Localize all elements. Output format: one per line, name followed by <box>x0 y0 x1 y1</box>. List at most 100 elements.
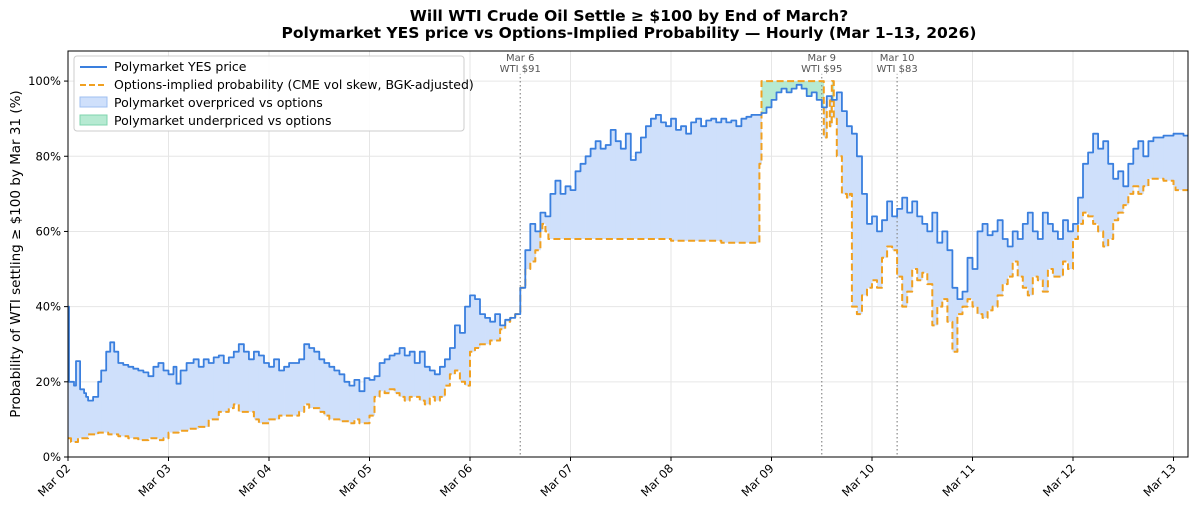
overpriced-band <box>882 220 888 258</box>
overpriced-band <box>163 370 169 439</box>
overpriced-band <box>314 351 320 409</box>
overpriced-band <box>475 299 481 348</box>
overpriced-band <box>329 366 335 420</box>
overpriced-band <box>78 361 81 439</box>
overpriced-band <box>1012 231 1019 262</box>
overpriced-band <box>186 363 189 431</box>
overpriced-band <box>570 190 576 239</box>
overpriced-band <box>560 193 566 239</box>
y-tick-label: 20% <box>35 375 61 389</box>
overpriced-band <box>389 355 396 390</box>
underpriced-band <box>761 81 767 114</box>
overpriced-band <box>585 156 591 239</box>
overpriced-band <box>741 118 747 243</box>
overpriced-band <box>992 231 999 307</box>
overpriced-band <box>409 351 416 397</box>
overpriced-band <box>1088 152 1094 217</box>
overpriced-band <box>550 193 556 239</box>
overpriced-band <box>872 216 878 281</box>
overpriced-band <box>500 325 506 330</box>
overpriced-band <box>701 126 707 241</box>
overpriced-band <box>86 396 89 439</box>
x-tick-label: Mar 06 <box>437 461 475 499</box>
polymarket-line <box>68 83 1188 402</box>
legend-options-label: Options-implied probability (CME vol ske… <box>114 77 474 92</box>
x-tick-label: Mar 03 <box>135 461 173 499</box>
overpriced-band <box>1067 231 1074 270</box>
overpriced-band <box>208 363 215 420</box>
overpriced-band <box>434 374 441 401</box>
overpriced-band <box>917 216 923 281</box>
overpriced-band <box>505 319 511 322</box>
underpriced-band <box>801 81 808 89</box>
overpriced-band <box>188 363 195 429</box>
overpriced-band <box>404 355 411 401</box>
overpriced-band <box>108 351 111 435</box>
plot-frame <box>67 50 1189 458</box>
overpriced-band <box>826 96 831 100</box>
overpriced-band <box>535 231 541 251</box>
overpriced-band <box>304 344 310 405</box>
overpriced-band <box>269 366 275 420</box>
overpriced-band <box>248 359 255 412</box>
overpriced-band <box>962 291 968 307</box>
overpriced-band <box>143 372 149 441</box>
overpriced-band <box>1143 156 1149 187</box>
y-axis-label: Probability of WTI settling ≥ $100 by Ma… <box>8 90 24 417</box>
underpriced-band <box>796 81 803 85</box>
overpriced-band <box>746 116 752 243</box>
overpriced-band <box>84 393 87 439</box>
overpriced-band <box>635 152 642 239</box>
overpriced-band <box>424 366 431 405</box>
overpriced-band <box>751 114 757 243</box>
overpriced-band <box>620 148 627 239</box>
underpriced-band <box>811 81 818 93</box>
overpriced-band <box>384 359 390 394</box>
underpriced-band <box>806 81 813 97</box>
overpriced-band <box>274 359 280 420</box>
overpriced-band <box>922 223 928 273</box>
x-tick-label: Mar 08 <box>638 461 676 499</box>
overpriced-band <box>1098 148 1104 232</box>
overpriced-band <box>645 126 652 239</box>
underpriced-band <box>776 81 782 93</box>
overpriced-band <box>1108 163 1114 239</box>
overpriced-band <box>655 114 662 239</box>
overpriced-band <box>1173 133 1176 187</box>
overpriced-band <box>716 122 722 241</box>
event-label-price: WTI $91 <box>500 64 541 75</box>
overpriced-band <box>565 186 571 239</box>
overpriced-band <box>374 376 380 397</box>
overpriced-band <box>1002 238 1009 285</box>
overpriced-band <box>193 359 200 429</box>
overpriced-band <box>625 133 632 239</box>
overpriced-band <box>1138 141 1144 194</box>
legend: Polymarket YES price Options-implied pro… <box>73 55 474 132</box>
overpriced-band <box>1062 220 1069 262</box>
overpriced-band <box>419 351 426 401</box>
overpriced-band <box>69 381 72 439</box>
overpriced-band <box>74 385 77 442</box>
overpriced-band <box>153 366 159 439</box>
chart-title-line2: Polymarket YES price vs Options-Implied … <box>282 24 977 42</box>
legend-polymarket-label: Polymarket YES price <box>114 59 247 74</box>
overpriced-band <box>997 220 1004 296</box>
overpriced-band <box>1017 238 1024 277</box>
overpriced-band <box>731 120 737 243</box>
overpriced-band <box>238 344 245 412</box>
overpriced-band <box>877 231 883 288</box>
overpriced-band <box>1083 163 1089 213</box>
overpriced-band <box>982 223 988 318</box>
overpriced-band <box>590 148 597 239</box>
gap-fill <box>68 81 1188 442</box>
overpriced-band <box>987 235 993 311</box>
overpriced-band <box>334 370 340 420</box>
overpriced-band <box>168 374 174 433</box>
overpriced-band <box>756 114 760 243</box>
overpriced-band <box>676 129 682 241</box>
overpriced-band <box>912 201 918 270</box>
overpriced-band <box>542 212 546 224</box>
x-tick-label: Mar 02 <box>35 461 73 499</box>
overpriced-band <box>349 385 355 424</box>
